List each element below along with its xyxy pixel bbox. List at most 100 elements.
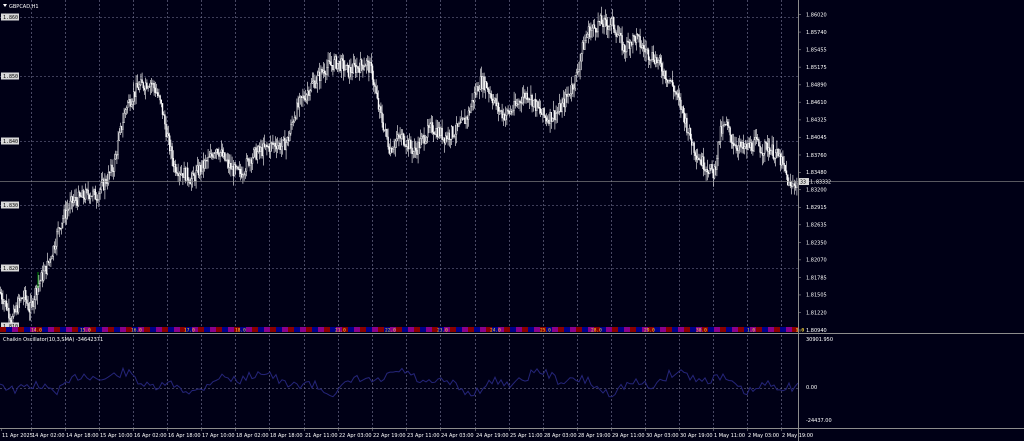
candle[interactable] bbox=[687, 132, 689, 141]
candle[interactable] bbox=[453, 134, 455, 139]
candle[interactable] bbox=[410, 136, 412, 154]
candle[interactable] bbox=[353, 55, 356, 68]
candle[interactable] bbox=[673, 82, 675, 100]
candle[interactable] bbox=[114, 150, 117, 160]
candle[interactable] bbox=[555, 105, 557, 124]
candle[interactable] bbox=[578, 61, 580, 78]
candle[interactable] bbox=[682, 105, 684, 123]
candle[interactable] bbox=[69, 192, 71, 214]
candle[interactable] bbox=[186, 162, 189, 186]
candle[interactable] bbox=[711, 160, 713, 174]
candle[interactable] bbox=[357, 65, 359, 73]
candle[interactable] bbox=[603, 15, 605, 35]
candle[interactable] bbox=[496, 93, 498, 114]
candle[interactable] bbox=[428, 118, 430, 134]
candle[interactable] bbox=[176, 167, 178, 176]
candle[interactable] bbox=[775, 149, 777, 167]
candle[interactable] bbox=[737, 138, 740, 161]
candle[interactable] bbox=[15, 302, 17, 316]
candle[interactable] bbox=[641, 42, 644, 52]
candle[interactable] bbox=[577, 63, 579, 75]
candle[interactable] bbox=[488, 86, 490, 103]
candle[interactable] bbox=[387, 128, 389, 150]
candle[interactable] bbox=[454, 124, 456, 147]
candle[interactable] bbox=[66, 199, 69, 220]
candle[interactable] bbox=[203, 158, 206, 172]
candle[interactable] bbox=[75, 188, 77, 208]
candle[interactable] bbox=[40, 270, 42, 282]
candle[interactable] bbox=[407, 138, 410, 157]
candle[interactable] bbox=[56, 228, 58, 256]
candle[interactable] bbox=[417, 136, 419, 164]
candle[interactable] bbox=[429, 118, 431, 133]
candle[interactable] bbox=[693, 141, 695, 161]
candle[interactable] bbox=[375, 79, 377, 95]
candle[interactable] bbox=[281, 139, 284, 155]
candle[interactable] bbox=[563, 91, 566, 117]
candle[interactable] bbox=[617, 25, 620, 36]
candle[interactable] bbox=[346, 62, 348, 73]
candle[interactable] bbox=[688, 124, 690, 136]
candle[interactable] bbox=[172, 150, 175, 173]
candle[interactable] bbox=[635, 28, 638, 51]
candle[interactable] bbox=[597, 12, 599, 38]
candle[interactable] bbox=[685, 113, 687, 128]
candle[interactable] bbox=[17, 293, 20, 315]
candle[interactable] bbox=[614, 24, 616, 35]
candle[interactable] bbox=[320, 65, 322, 89]
candle[interactable] bbox=[634, 35, 636, 46]
candle[interactable] bbox=[284, 130, 286, 151]
candle[interactable] bbox=[478, 85, 480, 100]
candle[interactable] bbox=[269, 135, 272, 159]
candle[interactable] bbox=[559, 93, 561, 116]
triangle-down-icon[interactable] bbox=[3, 4, 7, 7]
candle[interactable] bbox=[573, 83, 575, 98]
candle[interactable] bbox=[0, 286, 2, 295]
candle[interactable] bbox=[493, 93, 495, 106]
candle[interactable] bbox=[532, 100, 534, 112]
candle[interactable] bbox=[440, 126, 442, 139]
candle[interactable] bbox=[237, 165, 239, 171]
candle[interactable] bbox=[533, 98, 536, 108]
candle[interactable] bbox=[421, 132, 423, 145]
candle[interactable] bbox=[401, 129, 404, 140]
candle[interactable] bbox=[596, 28, 598, 38]
candle[interactable] bbox=[266, 141, 268, 156]
candle[interactable] bbox=[741, 139, 743, 154]
candle[interactable] bbox=[58, 227, 60, 238]
candle[interactable] bbox=[2, 290, 4, 310]
candle[interactable] bbox=[465, 115, 467, 129]
candle[interactable] bbox=[718, 141, 720, 145]
candle[interactable] bbox=[185, 167, 188, 181]
candle[interactable] bbox=[326, 59, 328, 81]
candle[interactable] bbox=[89, 192, 92, 204]
candle[interactable] bbox=[156, 88, 159, 98]
candle[interactable] bbox=[430, 115, 432, 134]
candle[interactable] bbox=[286, 136, 288, 146]
candle[interactable] bbox=[251, 153, 254, 170]
candle[interactable] bbox=[68, 203, 70, 217]
candle[interactable] bbox=[248, 157, 250, 168]
candle[interactable] bbox=[511, 108, 513, 116]
candle[interactable] bbox=[669, 77, 671, 84]
candle[interactable] bbox=[470, 103, 472, 114]
candle[interactable] bbox=[291, 115, 293, 130]
candle[interactable] bbox=[214, 149, 217, 159]
candle[interactable] bbox=[328, 53, 330, 65]
candle[interactable] bbox=[28, 301, 30, 321]
candle[interactable] bbox=[371, 63, 374, 85]
candle[interactable] bbox=[628, 38, 630, 56]
candle[interactable] bbox=[334, 54, 336, 69]
candle[interactable] bbox=[657, 59, 659, 70]
candle[interactable] bbox=[33, 295, 35, 314]
candle[interactable] bbox=[322, 62, 324, 79]
candle[interactable] bbox=[579, 53, 581, 80]
candle[interactable] bbox=[381, 104, 383, 128]
candle[interactable] bbox=[424, 134, 426, 145]
candle[interactable] bbox=[81, 185, 83, 198]
candle[interactable] bbox=[446, 131, 448, 142]
candle[interactable] bbox=[610, 17, 612, 35]
candle[interactable] bbox=[377, 90, 380, 113]
candle[interactable] bbox=[280, 136, 282, 158]
candle[interactable] bbox=[314, 74, 316, 90]
